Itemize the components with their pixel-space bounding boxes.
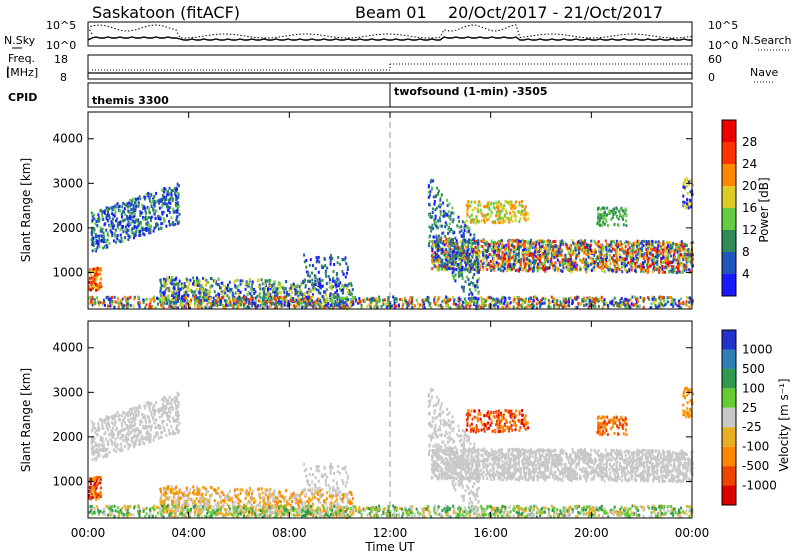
velocity-colorbar-tick-label: -100: [742, 440, 769, 454]
nsky-strip: N.Sky 10^5 10^0 10^5 10^0 N.Search: [4, 19, 792, 52]
power-colorbar-tick-label: 12: [742, 223, 757, 237]
velocity-ytick-label: 1000: [52, 474, 83, 488]
velocity-colorbar-tick-label: 100: [742, 381, 765, 395]
freq-label: Freq.: [8, 52, 35, 65]
power-colorbar-swatch: [722, 120, 736, 142]
power-colorbar-swatch: [722, 274, 736, 296]
velocity-colorbar-swatch: [722, 388, 736, 407]
xtick-label: 08:00: [272, 526, 307, 540]
velocity-colorbar: 1000 500 100 25 -25 -100 -500 -1000: [722, 330, 777, 505]
date-range: 20/Oct/2017 - 21/Oct/2017: [448, 3, 663, 22]
power-ytick-label: 2000: [52, 221, 83, 235]
velocity-ytick-label: 3000: [52, 385, 83, 399]
power-ytick-label: 3000: [52, 176, 83, 190]
nsky-label: N.Sky: [4, 34, 36, 47]
nsearch-trace: [88, 25, 692, 38]
nave-tick-top: 60: [708, 53, 722, 66]
nsearch-label: N.Search: [742, 34, 792, 47]
power-ytick-label: 4000: [52, 132, 83, 146]
power-colorbar-tick-label: 16: [742, 201, 757, 215]
xtick-label: 04:00: [171, 526, 206, 540]
nsky-tick-bottom: 10^0: [46, 39, 76, 52]
power-colorbar-swatch: [722, 252, 736, 274]
freq-tick-bottom: 8: [60, 71, 67, 84]
velocity-colorbar-swatch: [722, 369, 736, 388]
power-colorbar-swatch: [722, 142, 736, 164]
velocity-colorbar-swatch: [722, 427, 736, 446]
velocity-colorbar-tick-label: -25: [742, 420, 762, 434]
xtick-label: 20:00: [574, 526, 609, 540]
nsky-tick-top: 10^5: [46, 19, 76, 32]
velocity-colorbar-swatch: [722, 466, 736, 485]
power-colorbar-tick-label: 8: [742, 245, 750, 259]
velocity-colorbar-tick-label: 1000: [742, 342, 773, 356]
nsearch-tick-bottom: 10^0: [708, 39, 738, 52]
power-colorbar-tick-label: 20: [742, 179, 757, 193]
power-colorbar-swatch: [722, 164, 736, 186]
nave-tick-bottom: 0: [708, 71, 715, 84]
power-colorbar-label: Power [dB]: [757, 177, 771, 242]
nsearch-tick-top: 10^5: [708, 19, 738, 32]
power-ytick-label: 1000: [52, 265, 83, 279]
cpid-segment-2: twofsound (1-min) -3505: [394, 85, 548, 98]
power-colorbar-swatch: [722, 208, 736, 230]
xtick-label: 16:00: [473, 526, 508, 540]
velocity-colorbar-tick-label: -500: [742, 459, 769, 473]
velocity-colorbar-tick-label: 500: [742, 362, 765, 376]
power-colorbar-swatch: [722, 186, 736, 208]
xtick-label: 12:00: [373, 526, 408, 540]
beam-label: Beam 01: [355, 3, 427, 22]
freq-tick-top: 18: [54, 53, 68, 66]
nave-label: Nave: [750, 66, 778, 79]
cpid-strip: CPID themis 3300 twofsound (1-min) -3505: [8, 83, 692, 107]
velocity-colorbar-swatch: [722, 486, 736, 505]
velocity-colorbar-swatch: [722, 408, 736, 427]
power-panel: 1000 2000 3000 4000 Slant Range [km] 4 8 12 16…: [19, 112, 771, 310]
velocity-ytick-label: 4000: [52, 341, 83, 355]
radar-title: Saskatoon (fitACF): [92, 3, 240, 22]
time-axis-label: Time UT: [364, 540, 415, 554]
cpid-label: CPID: [8, 91, 37, 104]
power-ylabel: Slant Range [km]: [19, 158, 33, 262]
xtick-label: 00:00: [675, 526, 710, 540]
power-colorbar-swatch: [722, 230, 736, 252]
velocity-colorbar-swatch: [722, 447, 736, 466]
cpid-segment-1: themis 3300: [92, 94, 169, 107]
power-colorbar: 4 8 12 16 20 24 28: [722, 120, 757, 296]
power-colorbar-tick-label: 28: [742, 135, 757, 149]
velocity-colorbar-label: Velocity [m s⁻¹]: [777, 378, 791, 471]
power-colorbar-tick-label: 4: [742, 267, 750, 281]
freq-unit: [MHz]: [6, 66, 38, 79]
nsky-trace: [88, 37, 692, 40]
power-colorbar-tick-label: 24: [742, 157, 757, 171]
velocity-colorbar-swatch: [722, 349, 736, 368]
velocity-ytick-label: 2000: [52, 430, 83, 444]
velocity-ylabel: Slant Range [km]: [19, 368, 33, 472]
freq-strip: Freq. [MHz] 18 8 60 0 Nave: [6, 52, 778, 84]
xtick-label: 00:00: [71, 526, 106, 540]
velocity-colorbar-tick-label: -1000: [742, 479, 777, 493]
velocity-colorbar-tick-label: 25: [742, 401, 757, 415]
velocity-colorbar-swatch: [722, 330, 736, 349]
